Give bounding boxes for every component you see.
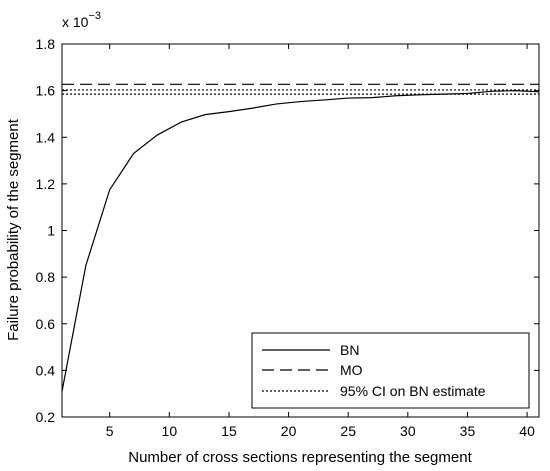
x-tick-label-4: 25 [340, 423, 356, 439]
y-tick-label-8: 1.8 [36, 36, 56, 52]
x-tick-label-3: 20 [281, 423, 297, 439]
y-tick-label-0: 0.2 [36, 409, 56, 425]
y-tick-label-7: 1.6 [36, 83, 56, 99]
y-tick-label-3: 0.8 [36, 269, 56, 285]
y-tick-label-4: 1 [47, 223, 55, 239]
y-tick-label-5: 1.2 [36, 176, 56, 192]
y-multiplier-exponent: −3 [88, 10, 101, 22]
y-axis-label: Failure probability of the segment [5, 118, 22, 341]
x-tick-label-5: 30 [400, 423, 416, 439]
legend: BN MO 95% CI on BN estimate [251, 332, 530, 409]
legend-label-mo: MO [340, 362, 363, 378]
x-tick-label-1: 10 [162, 423, 178, 439]
legend-label-bn: BN [340, 342, 359, 358]
x-tick-label-0: 5 [106, 423, 114, 439]
ticks-layer: 5 10 15 20 25 30 35 40 0.2 0.4 0.6 0.8 1 1.2 1.4 1.6 1.8 [36, 36, 539, 439]
x-axis-label: Number of cross sections representing th… [128, 449, 472, 466]
x-tick-label-7: 40 [519, 423, 535, 439]
legend-label-ci: 95% CI on BN estimate [340, 383, 486, 399]
x-tick-label-6: 35 [460, 423, 476, 439]
y-tick-label-1: 0.4 [36, 362, 56, 378]
y-tick-label-2: 0.6 [36, 316, 56, 332]
y-tick-label-6: 1.4 [36, 129, 56, 145]
y-multiplier-base: x 10 [62, 14, 89, 30]
series-layer [61, 83, 540, 392]
x-tick-label-2: 15 [221, 423, 237, 439]
y-multiplier: x 10−3 [62, 10, 101, 30]
